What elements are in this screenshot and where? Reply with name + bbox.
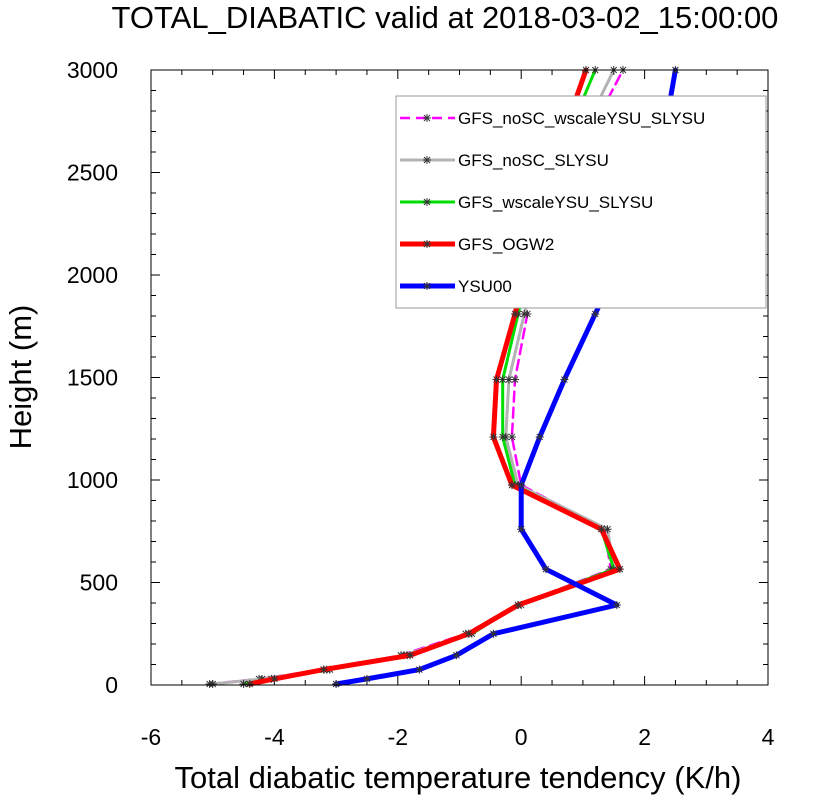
y-axis-label: Height (m) xyxy=(3,305,38,450)
data-point xyxy=(319,665,328,674)
data-point xyxy=(498,432,507,441)
x-axis-label: Total diabatic temperature tendency (K/h… xyxy=(175,760,742,795)
data-point xyxy=(535,432,544,441)
data-point xyxy=(591,309,600,318)
x-tick-label: -4 xyxy=(264,724,285,750)
x-tick-label: 4 xyxy=(762,724,775,750)
y-tick-label: 1500 xyxy=(67,365,118,391)
data-point xyxy=(492,375,501,384)
data-point xyxy=(489,629,498,638)
data-point xyxy=(406,651,415,660)
data-point xyxy=(245,679,254,688)
legend-marker xyxy=(423,114,431,122)
data-point xyxy=(452,651,461,660)
y-tick-label: 2000 xyxy=(67,262,118,288)
x-tick-label: 2 xyxy=(638,724,651,750)
plot-frame xyxy=(150,69,769,686)
data-point xyxy=(612,601,621,610)
data-point xyxy=(504,375,513,384)
legend-marker xyxy=(423,282,431,290)
data-point xyxy=(415,665,424,674)
data-point xyxy=(541,565,550,574)
data-point xyxy=(208,679,217,688)
data-point xyxy=(511,309,520,318)
data-point xyxy=(603,525,612,534)
y-tick-label: 3000 xyxy=(67,57,118,83)
y-tick-label: 1000 xyxy=(67,467,118,493)
data-point xyxy=(507,432,516,441)
data-point xyxy=(517,481,526,490)
data-point xyxy=(498,375,507,384)
data-point xyxy=(560,375,569,384)
data-point xyxy=(489,432,498,441)
legend-item: YSU00 xyxy=(400,277,512,296)
y-tick-label: 500 xyxy=(80,570,118,596)
legend-label: GFS_OGW2 xyxy=(458,235,554,254)
legend-item: GFS_noSC_SLYSU xyxy=(400,151,609,170)
legend-label: GFS_wscaleYSU_SLYSU xyxy=(458,193,653,212)
data-point xyxy=(362,674,371,683)
legend: GFS_noSC_wscaleYSU_SLYSU GFS_noSC_SLYSU GF… xyxy=(395,95,767,309)
legend-label: YSU00 xyxy=(458,277,512,296)
legend-item: GFS_wscaleYSU_SLYSU xyxy=(400,193,653,212)
data-point xyxy=(520,309,529,318)
data-point xyxy=(511,375,520,384)
legend-label: GFS_noSC_SLYSU xyxy=(458,151,609,170)
tick-labels: -6 -4 -2 0 2 4 0 500 1000 1500 2000 2500 3000 xyxy=(67,57,775,750)
x-tick-label: -2 xyxy=(388,724,408,750)
legend-label: GFS_noSC_wscaleYSU_SLYSU xyxy=(458,109,705,128)
legend-marker xyxy=(423,240,431,248)
legend-box xyxy=(395,95,767,309)
legend-marker xyxy=(423,156,431,164)
data-point xyxy=(507,481,516,490)
x-tick-label: -6 xyxy=(141,724,161,750)
legend-marker xyxy=(423,198,431,206)
data-point xyxy=(332,679,341,688)
chart-title: TOTAL_DIABATIC valid at 2018-03-02_15:00… xyxy=(112,0,779,35)
data-point xyxy=(514,601,523,610)
x-tick-label: 0 xyxy=(515,724,528,750)
legend-item: GFS_noSC_wscaleYSU_SLYSU xyxy=(400,109,705,128)
data-point xyxy=(464,629,473,638)
data-point xyxy=(597,525,606,534)
legend-item: GFS_OGW2 xyxy=(400,235,554,254)
y-tick-label: 0 xyxy=(105,672,118,698)
data-point xyxy=(258,674,267,683)
data-point xyxy=(270,674,279,683)
data-point xyxy=(517,525,526,534)
data-point xyxy=(615,565,624,574)
y-tick-label: 2500 xyxy=(67,160,118,186)
data-point xyxy=(239,679,248,688)
